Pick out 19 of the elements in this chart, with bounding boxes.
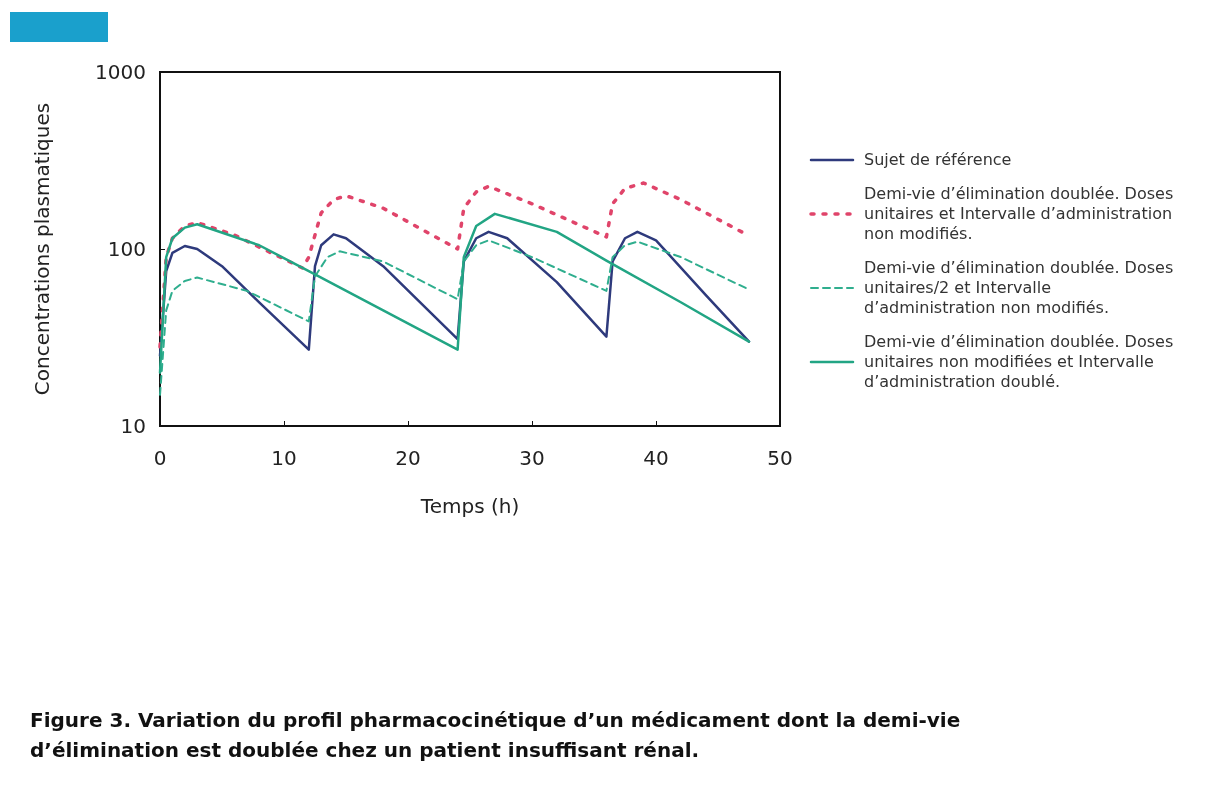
legend-label: Demi-vie d’élimination doublée. Doses unitaires et Intervalle d’administration non modifiés. (864, 184, 1175, 244)
legend-label: Sujet de référence (864, 150, 1013, 170)
line-series (159, 239, 750, 396)
line-series (158, 212, 751, 374)
y-tick-label: 10 (120, 414, 146, 438)
y-tick-label: 100 (107, 237, 146, 261)
x-tick-label: 10 (271, 446, 297, 470)
legend-label: Demi-vie d’élimination doublée. Doses unitaires non modifiées et Intervalle d’administration doublé. (864, 332, 1175, 392)
x-tick-label: 20 (395, 446, 421, 470)
x-tick-label: 50 (767, 446, 793, 470)
y-tick-label: 1000 (95, 60, 146, 84)
line-series (158, 181, 745, 349)
caption: Figure 3. Variation du profil pharmacocinétique d’un médicament dont la demi-vie d’élimination est doublée chez un patient insuffisant rénal. (30, 707, 962, 764)
x-tick-label: 30 (519, 446, 545, 470)
x-tick-label: 0 (153, 446, 167, 470)
x-axis-title: Temps (h) (419, 494, 520, 518)
legend-label: Demi-vie d’élimination doublée. Doses unitaires/2 et Intervalle d’administration non modifiés. (864, 258, 1175, 318)
x-tick-label: 40 (643, 446, 669, 470)
y-axis-title: Concentrations plasmatiques (30, 102, 54, 396)
